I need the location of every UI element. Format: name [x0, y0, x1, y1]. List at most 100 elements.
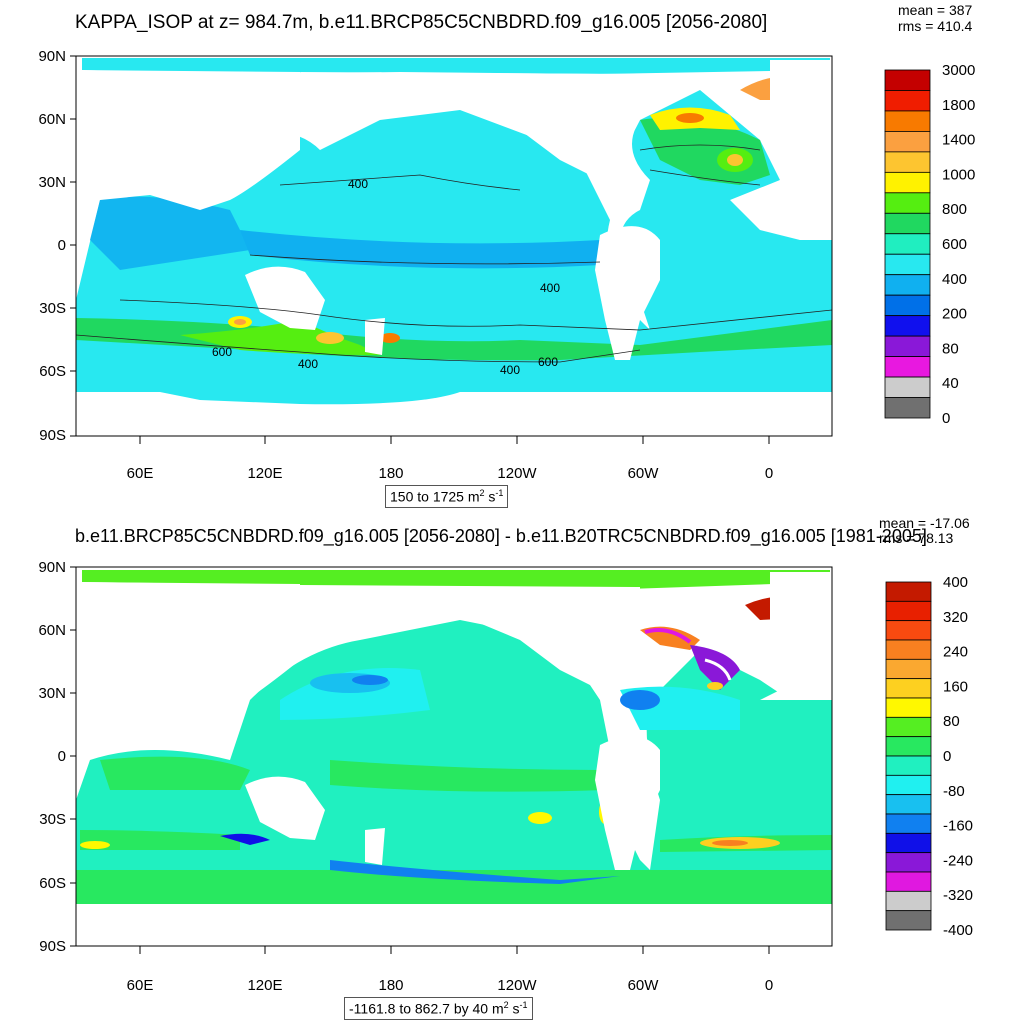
- colorbar-swatch: [885, 193, 930, 213]
- colorbar-label: 240: [943, 644, 968, 661]
- colorbar-swatch: [886, 659, 931, 678]
- colorbar-swatch: [885, 234, 930, 254]
- top-lat-axis: 90N 60N 30N 0 30S 60S 90S: [38, 48, 66, 444]
- colorbar-label: 1800: [942, 97, 975, 114]
- contour-label: 400: [540, 281, 560, 295]
- bottom-mean: mean = -17.06: [879, 516, 970, 531]
- colorbar-swatch: [886, 621, 931, 640]
- colorbar-label: 80: [942, 340, 959, 357]
- lon-label: 120E: [247, 465, 282, 482]
- lat-label: 60N: [38, 622, 66, 639]
- colorbar-swatch: [886, 911, 931, 930]
- colorbar-swatch: [885, 111, 930, 131]
- lon-label: 60E: [127, 977, 154, 994]
- bottom-land: [76, 572, 832, 946]
- top-range-box: 150 to 1725 m2 s-1: [385, 485, 508, 508]
- bottom-panel-title: b.e11.BRCP85C5CNBDRD.f09_g16.005 [2056-2…: [75, 526, 927, 547]
- colorbar-swatch: [886, 582, 931, 601]
- contour-label: 600: [212, 345, 232, 359]
- colorbar-swatch: [886, 872, 931, 891]
- colorbar-label: 160: [943, 678, 968, 695]
- colorbar-swatch: [885, 295, 930, 315]
- colorbar-swatch: [885, 377, 930, 397]
- colorbar-label: 0: [942, 410, 950, 427]
- bottom-ticks: [70, 567, 769, 954]
- colorbar-label: 3000: [942, 62, 975, 79]
- colorbar-swatch: [886, 601, 931, 620]
- colorbar-swatch: [886, 833, 931, 852]
- lon-label: 180: [378, 977, 403, 994]
- colorbar-swatch: [886, 795, 931, 814]
- lat-label: 30S: [39, 300, 66, 317]
- colorbar-swatch: [886, 756, 931, 775]
- lat-label: 90N: [38, 48, 66, 65]
- bottom-rms: rms = 78.13: [879, 531, 953, 546]
- lat-label: 30N: [38, 174, 66, 191]
- lon-label: 0: [765, 465, 773, 482]
- colorbar-swatch: [885, 254, 930, 274]
- colorbar-label: 600: [942, 236, 967, 253]
- bottom-lon-axis: 60E 120E 180 120W 60W 0: [127, 977, 774, 994]
- bottom-colorbar: 400 320 240 160 80 0 -80 -160 -240 -320 -400: [886, 574, 973, 939]
- contour-label: 400: [348, 177, 368, 191]
- colorbar-swatch: [885, 131, 930, 151]
- colorbar-swatch: [885, 398, 930, 418]
- colorbar-swatch: [885, 336, 930, 356]
- lon-label: 60W: [628, 465, 660, 482]
- top-map: 400 400 600 400 400 600 90N 60N 30N 0 30…: [0, 0, 1024, 512]
- bottom-ocean-field: [76, 570, 832, 904]
- lat-label: 90S: [39, 427, 66, 444]
- colorbar-swatch: [885, 316, 930, 336]
- colorbar-swatch: [885, 213, 930, 233]
- lon-label: 60E: [127, 465, 154, 482]
- colorbar-swatch: [886, 679, 931, 698]
- colorbar-label: 400: [942, 271, 967, 288]
- colorbar-label: 800: [942, 201, 967, 218]
- lat-label: 30S: [39, 811, 66, 828]
- colorbar-swatch: [885, 152, 930, 172]
- contour-label: 400: [500, 363, 520, 377]
- lon-label: 120W: [497, 465, 537, 482]
- lat-label: 30N: [38, 685, 66, 702]
- lat-label: 60S: [39, 363, 66, 380]
- colorbar-label: 1000: [942, 166, 975, 183]
- colorbar-label: -400: [943, 922, 973, 939]
- bottom-lat-axis: 90N 60N 30N 0 30S 60S 90S: [38, 559, 66, 955]
- colorbar-label: -240: [943, 852, 973, 869]
- lat-label: 0: [58, 748, 66, 765]
- colorbar-swatch: [885, 90, 930, 110]
- lat-label: 90N: [38, 559, 66, 576]
- colorbar-label: -320: [943, 887, 973, 904]
- colorbar-swatch: [885, 172, 930, 192]
- top-lon-axis: 60E 120E 180 120W 60W 0: [127, 465, 774, 482]
- contour-label: 600: [538, 355, 558, 369]
- lon-label: 180: [378, 465, 403, 482]
- colorbar-label: 80: [943, 713, 960, 730]
- colorbar-swatch: [886, 775, 931, 794]
- colorbar-swatch: [886, 737, 931, 756]
- colorbar-swatch: [885, 275, 930, 295]
- colorbar-swatch: [886, 698, 931, 717]
- colorbar-label: 320: [943, 609, 968, 626]
- colorbar-label: 40: [942, 375, 959, 392]
- colorbar-label: -160: [943, 818, 973, 835]
- bottom-range-box: -1161.8 to 862.7 by 40 m2 s-1: [344, 997, 533, 1020]
- contour-label: 400: [298, 357, 318, 371]
- colorbar-label: 0: [943, 748, 951, 765]
- lon-label: 60W: [628, 977, 660, 994]
- lon-label: 0: [765, 977, 773, 994]
- lon-label: 120W: [497, 977, 537, 994]
- colorbar-swatch: [886, 814, 931, 833]
- colorbar-swatch: [886, 640, 931, 659]
- colorbar-swatch: [886, 891, 931, 910]
- lat-label: 0: [58, 237, 66, 254]
- colorbar-label: 1400: [942, 132, 975, 149]
- colorbar-label: 400: [943, 574, 968, 591]
- lat-label: 60S: [39, 875, 66, 892]
- colorbar-swatch: [886, 717, 931, 736]
- colorbar-label: -80: [943, 783, 965, 800]
- colorbar-label: 200: [942, 306, 967, 323]
- bottom-map-frame: [76, 567, 832, 946]
- colorbar-swatch: [886, 853, 931, 872]
- colorbar-swatch: [885, 70, 930, 90]
